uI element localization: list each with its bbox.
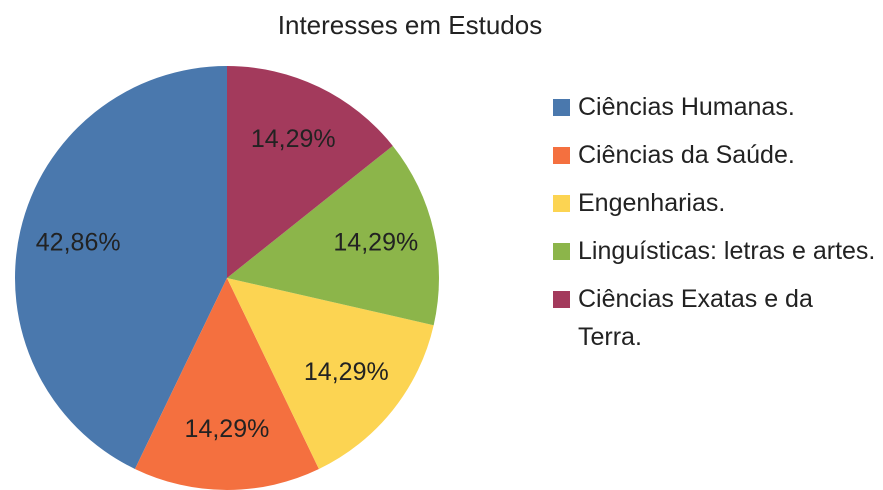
data-label: 14,29%	[251, 125, 336, 153]
pie-slice	[227, 145, 439, 326]
chart-title: Interesses em Estudos	[278, 10, 542, 40]
legend-label: Ciências Humanas.	[578, 93, 795, 121]
legend-entry: Linguísticas: letras e artes.	[553, 232, 878, 270]
data-label: 42,86%	[36, 229, 121, 257]
pie-slice	[134, 278, 319, 490]
pie-slice	[227, 66, 393, 278]
legend-label: Linguísticas: letras e artes.	[578, 237, 876, 265]
legend: Ciências Humanas. Ciências da Saúde. Engen…	[553, 88, 878, 366]
legend-label: Ciências da Saúde.	[578, 141, 795, 169]
legend-label: Engenharias.	[578, 189, 726, 217]
legend-swatch	[553, 147, 570, 164]
legend-entry: Ciências Exatas e da Terra.	[553, 280, 878, 356]
pie-slice	[227, 278, 434, 470]
pie-slice	[14, 66, 228, 469]
legend-entry: Ciências Humanas.	[553, 88, 878, 126]
legend-swatch	[553, 291, 570, 308]
data-label: 14,29%	[333, 229, 418, 257]
legend-entry: Ciências da Saúde.	[553, 136, 878, 174]
legend-swatch	[553, 243, 570, 260]
legend-entry: Engenharias.	[553, 184, 878, 222]
legend-label: Ciências Exatas e da Terra.	[578, 285, 813, 351]
legend-swatch	[553, 99, 570, 116]
data-label: 14,29%	[304, 358, 389, 386]
data-label: 14,29%	[185, 415, 270, 443]
legend-swatch	[553, 195, 570, 212]
